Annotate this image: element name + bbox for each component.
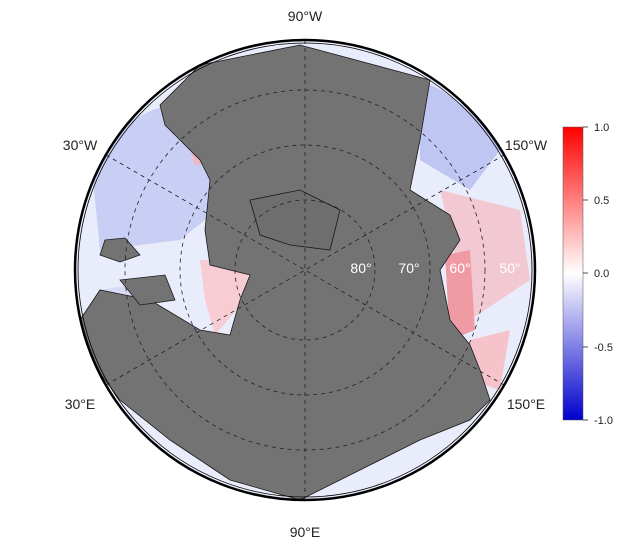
colorbar-tick-label: -1.0 [594,415,613,427]
lat-label-70: 70° [398,260,419,276]
colorbar-tick-label: -0.5 [594,342,613,354]
lat-label-80: 80° [350,260,371,276]
lon-label-lower-right: 150°E [507,396,545,412]
map-boundary [73,38,537,502]
lon-label-top: 90°W [288,8,323,24]
colorbar: 1.0 0.5 0.0 -0.5 -1.0 [562,122,613,427]
land-mass [79,44,491,500]
lon-label-lower-left: 30°E [65,396,96,412]
colorbar-tick-label: 0.0 [594,268,609,280]
colorbar-tick-label: 0.5 [594,195,609,207]
lon-label-bottom: 90°E [290,524,321,540]
colorbar-tick-label: 1.0 [594,122,609,134]
colorbar-gradient [562,126,584,421]
lat-label-50: 50° [499,260,520,276]
graticule [105,40,505,500]
lat-label-60: 60° [449,260,470,276]
lon-label-upper-left: 30°W [63,137,98,153]
lon-label-upper-right: 150°W [505,137,548,153]
